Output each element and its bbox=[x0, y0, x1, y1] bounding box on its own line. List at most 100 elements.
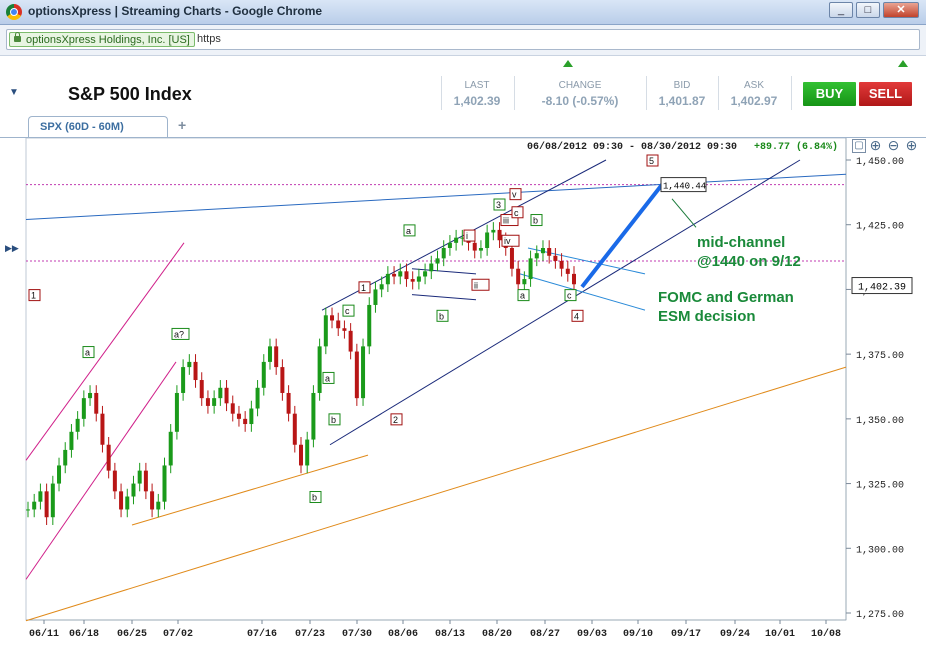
candle-body bbox=[367, 304, 372, 347]
fit-chart-icon[interactable]: ▢ bbox=[852, 139, 866, 153]
candle-body bbox=[410, 279, 415, 282]
buy-button[interactable]: BUY bbox=[803, 82, 856, 106]
chart-tabs: SPX (60D - 60M) + bbox=[0, 116, 926, 138]
wave-label-box bbox=[403, 224, 416, 237]
x-tick-label: 07/30 bbox=[342, 628, 372, 640]
y-tick-label: 1,325.00 bbox=[856, 481, 904, 492]
maximize-button[interactable]: □ bbox=[856, 2, 880, 18]
candle-body bbox=[50, 483, 55, 518]
candle-body bbox=[416, 276, 421, 282]
candle-body bbox=[311, 392, 316, 440]
candle-body bbox=[249, 408, 254, 425]
omnibox[interactable]: optionsXpress Holdings, Inc. [US] https bbox=[6, 29, 920, 50]
address-bar: optionsXpress Holdings, Inc. [US] https bbox=[0, 25, 926, 56]
flag-line bbox=[411, 294, 477, 301]
window-title: optionsXpress | Streaming Charts - Googl… bbox=[28, 4, 323, 18]
wave-label: c bbox=[345, 306, 350, 316]
wave-label: b bbox=[312, 493, 317, 503]
y-tick-label: 1,275.00 bbox=[856, 610, 904, 621]
wave-label-box bbox=[358, 281, 371, 294]
wave-label: b bbox=[439, 311, 444, 321]
candle-body bbox=[150, 491, 155, 510]
candle-body bbox=[559, 260, 564, 269]
candle-body bbox=[441, 248, 446, 259]
url-text[interactable]: https bbox=[197, 33, 221, 45]
x-tick-label: 07/23 bbox=[295, 628, 325, 640]
candle-body bbox=[516, 268, 521, 285]
wave-label-box bbox=[309, 491, 322, 504]
window-titlebar: optionsXpress | Streaming Charts - Googl… bbox=[0, 0, 926, 25]
candle-body bbox=[534, 253, 539, 259]
x-tick-label: 10/08 bbox=[811, 628, 841, 640]
y-tick-label: 1,300.00 bbox=[856, 545, 904, 556]
support-line bbox=[131, 454, 369, 526]
zoom-out-icon[interactable]: ⊖ bbox=[887, 137, 900, 153]
candle-body bbox=[404, 271, 409, 280]
wave-label: a bbox=[406, 226, 411, 236]
x-tick-label: 09/17 bbox=[671, 628, 701, 640]
identity-label: optionsXpress Holdings, Inc. [US] bbox=[26, 34, 190, 46]
candle-body bbox=[323, 315, 328, 347]
wave-label-box bbox=[390, 413, 403, 426]
price-chart[interactable]: 06/08/2012 09:30 - 08/30/2012 09:30 +89.… bbox=[0, 138, 926, 658]
candle-body bbox=[255, 387, 260, 409]
wave-label: 1 bbox=[361, 283, 366, 293]
close-button[interactable]: ✕ bbox=[883, 2, 919, 18]
candle-body bbox=[398, 271, 403, 277]
x-tick-label: 08/13 bbox=[435, 628, 465, 640]
symbol-title: S&P 500 Index bbox=[68, 84, 192, 104]
wave-label-box bbox=[530, 214, 543, 227]
sell-button[interactable]: SELL bbox=[859, 82, 912, 106]
minimize-button[interactable]: _ bbox=[829, 2, 853, 18]
candle-body bbox=[224, 387, 229, 404]
candle-body bbox=[572, 273, 576, 285]
candle-body bbox=[385, 273, 390, 285]
expand-panel-icon[interactable]: ▶▶ bbox=[5, 243, 19, 253]
mid-channel-annotation: mid-channel bbox=[697, 234, 785, 251]
zoom-in-icon[interactable]: ⊕ bbox=[869, 137, 882, 153]
x-tick-label: 09/10 bbox=[623, 628, 653, 640]
flag-line bbox=[411, 268, 477, 275]
change-label: CHANGE bbox=[558, 80, 602, 91]
fomc-annotation: FOMC and German bbox=[658, 289, 794, 306]
candle-body bbox=[57, 465, 62, 484]
wave-label-box bbox=[322, 371, 335, 384]
wave-label: ii bbox=[474, 280, 478, 290]
candle-body bbox=[478, 248, 483, 251]
ev-identity[interactable]: optionsXpress Holdings, Inc. [US] bbox=[9, 32, 195, 47]
wave-label-box bbox=[171, 327, 190, 340]
projection-arrow bbox=[580, 183, 664, 289]
add-tab-button[interactable]: + bbox=[178, 117, 187, 133]
candle-body bbox=[330, 315, 335, 321]
candle-body bbox=[354, 351, 359, 399]
target-price-label: 1,440.44 bbox=[663, 182, 706, 192]
candle-body bbox=[75, 418, 80, 432]
candle-body bbox=[435, 258, 440, 264]
x-tick-label: 07/02 bbox=[163, 628, 193, 640]
candle-body bbox=[181, 367, 186, 393]
candle-body bbox=[199, 380, 204, 399]
chrome-icon bbox=[6, 4, 22, 20]
candle-body bbox=[547, 248, 552, 256]
wave-label: b bbox=[533, 216, 538, 226]
wave-label: 3 bbox=[496, 200, 501, 210]
candle-body bbox=[373, 289, 378, 305]
zoom-reset-icon[interactable]: ⊕ bbox=[905, 137, 918, 153]
wave-label-box bbox=[500, 214, 519, 227]
tab-spx[interactable]: SPX (60D - 60M) bbox=[28, 116, 168, 138]
ask-value: 1,402.97 bbox=[730, 94, 778, 108]
mid-channel-annotation: @1440 on 9/12 bbox=[697, 253, 801, 270]
candle-body bbox=[447, 242, 452, 249]
candle-body bbox=[212, 398, 217, 406]
wave-label: 4 bbox=[574, 311, 579, 321]
last-label: LAST bbox=[464, 80, 490, 91]
candle-body bbox=[305, 439, 310, 466]
trendlines bbox=[25, 159, 847, 622]
candle-body bbox=[69, 431, 74, 450]
collapse-arrow-icon[interactable]: ▼ bbox=[9, 87, 19, 98]
candle-body bbox=[106, 444, 111, 471]
candle-body bbox=[528, 258, 533, 280]
annotation-leader bbox=[671, 198, 697, 228]
chart-period-change: +89.77 (6.84%) bbox=[754, 141, 838, 153]
wave-label-box bbox=[82, 346, 95, 359]
